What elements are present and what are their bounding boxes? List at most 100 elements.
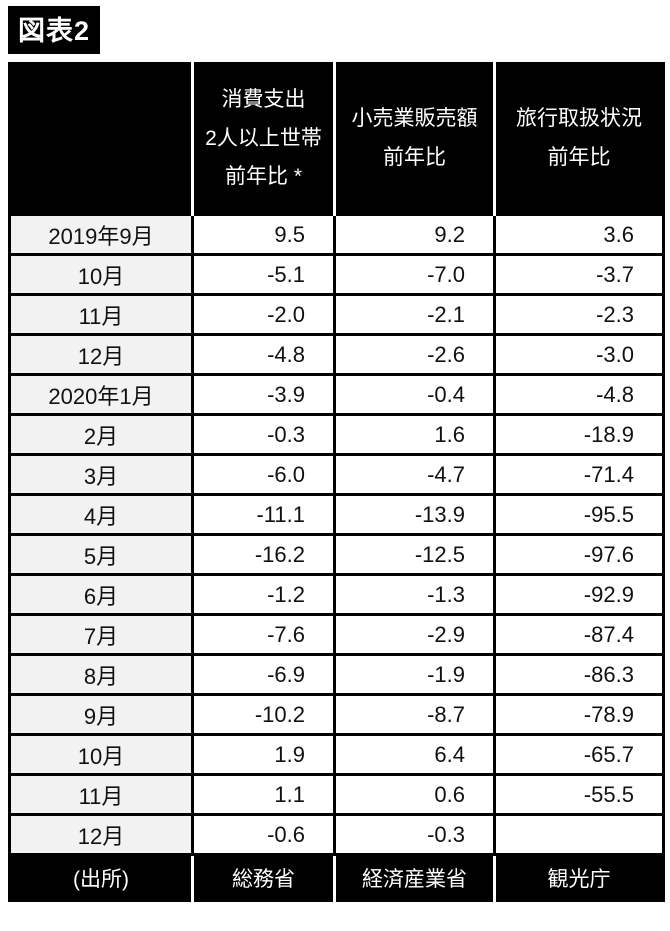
row-value-cell: -2.0 — [191, 293, 336, 336]
row-value-cell: -16.2 — [191, 533, 336, 576]
row-value-cell: -2.3 — [493, 293, 665, 336]
table-row: 4月 -11.1 -13.9 -95.5 — [8, 493, 665, 536]
row-value-cell: 6.4 — [333, 733, 496, 776]
row-value-cell: -6.9 — [191, 653, 336, 696]
table-row: 10月 -5.1 -7.0 -3.7 — [8, 253, 665, 296]
row-value-cell: -2.1 — [333, 293, 496, 336]
row-value-cell: -8.7 — [333, 693, 496, 736]
table-header: 消費支出 2人以上世帯 前年比 * 小売業販売額 前年比 旅行取扱状況 前年比 — [9, 63, 664, 215]
source-label-cell: (出所) — [9, 854, 193, 901]
row-date-cell: 2019年9月 — [8, 213, 194, 256]
row-value-cell: -3.9 — [191, 373, 336, 416]
row-value-cell: -13.9 — [333, 493, 496, 536]
header-cell-retail: 小売業販売額 前年比 — [333, 63, 495, 215]
row-value-cell: 1.6 — [333, 413, 496, 456]
header-line: 2人以上世帯 — [205, 126, 322, 150]
row-value-cell: -95.5 — [493, 493, 665, 536]
row-value-cell: -4.8 — [493, 373, 665, 416]
row-value-cell: -1.9 — [333, 653, 496, 696]
row-value-cell: -92.9 — [493, 573, 665, 616]
row-value-cell: 0.6 — [333, 773, 496, 816]
source-cell: 経済産業省 — [333, 854, 495, 901]
row-value-cell: -7.6 — [191, 613, 336, 656]
row-value-cell: -71.4 — [493, 453, 665, 496]
table-row: 5月 -16.2 -12.5 -97.6 — [8, 533, 665, 576]
table-row: 6月 -1.2 -1.3 -92.9 — [8, 573, 665, 616]
row-value-cell: 9.5 — [191, 213, 336, 256]
row-date-cell: 6月 — [8, 573, 194, 616]
row-value-cell: -1.2 — [191, 573, 336, 616]
header-line: 消費支出 — [221, 87, 306, 111]
row-value-cell: -0.3 — [333, 813, 496, 856]
row-date-cell: 9月 — [8, 693, 194, 736]
row-value-cell: -55.5 — [493, 773, 665, 816]
header-line: 小売業販売額 — [351, 107, 478, 131]
row-date-cell: 11月 — [8, 773, 194, 816]
row-value-cell — [493, 813, 665, 856]
table-row: 7月 -7.6 -2.9 -87.4 — [8, 613, 665, 656]
row-value-cell: -11.1 — [191, 493, 336, 536]
header-line: 前年比 * — [224, 165, 302, 189]
row-value-cell: -78.9 — [493, 693, 665, 736]
table-body: 2019年9月 9.5 9.2 3.6 10月 -5.1 -7.0 -3.7 11月 -2.0 -2… — [8, 213, 665, 856]
figure-title: 図表2 — [8, 6, 101, 54]
row-value-cell: -2.6 — [333, 333, 496, 376]
table-row: 3月 -6.0 -4.7 -71.4 — [8, 453, 665, 496]
row-value-cell: -18.9 — [493, 413, 665, 456]
table-row: 10月 1.9 6.4 -65.7 — [8, 733, 665, 776]
source-cell: 総務省 — [191, 854, 335, 901]
row-value-cell: -7.0 — [333, 253, 496, 296]
row-date-cell: 3月 — [8, 453, 194, 496]
row-value-cell: -3.7 — [493, 253, 665, 296]
row-value-cell: -0.4 — [333, 373, 496, 416]
row-value-cell: -87.4 — [493, 613, 665, 656]
row-date-cell: 2020年1月 — [8, 373, 194, 416]
row-value-cell: -4.7 — [333, 453, 496, 496]
row-value-cell: 3.6 — [493, 213, 665, 256]
row-date-cell: 12月 — [8, 333, 194, 376]
table-footer: (出所) 総務省 経済産業省 観光庁 — [9, 854, 664, 901]
figure-table: 消費支出 2人以上世帯 前年比 * 小売業販売額 前年比 旅行取扱状況 前年比 … — [8, 62, 665, 902]
row-date-cell: 2月 — [8, 413, 194, 456]
row-value-cell: 1.9 — [191, 733, 336, 776]
table-row: 11月 -2.0 -2.1 -2.3 — [8, 293, 665, 336]
row-value-cell: -5.1 — [191, 253, 336, 296]
row-date-cell: 12月 — [8, 813, 194, 856]
row-value-cell: -86.3 — [493, 653, 665, 696]
table-row: 12月 -4.8 -2.6 -3.0 — [8, 333, 665, 376]
row-date-cell: 5月 — [8, 533, 194, 576]
header-cell-travel: 旅行取扱状況 前年比 — [493, 63, 664, 215]
row-value-cell: -12.5 — [333, 533, 496, 576]
row-value-cell: -65.7 — [493, 733, 665, 776]
row-date-cell: 8月 — [8, 653, 194, 696]
row-value-cell: -0.6 — [191, 813, 336, 856]
row-value-cell: -0.3 — [191, 413, 336, 456]
table-row: 8月 -6.9 -1.9 -86.3 — [8, 653, 665, 696]
table-row: 2020年1月 -3.9 -0.4 -4.8 — [8, 373, 665, 416]
row-value-cell: -4.8 — [191, 333, 336, 376]
header-cell-empty — [9, 63, 193, 215]
row-value-cell: -10.2 — [191, 693, 336, 736]
table-row: 2月 -0.3 1.6 -18.9 — [8, 413, 665, 456]
header-line: 前年比 — [383, 146, 446, 169]
row-date-cell: 4月 — [8, 493, 194, 536]
row-date-cell: 10月 — [8, 253, 194, 296]
table-row: 11月 1.1 0.6 -55.5 — [8, 773, 665, 816]
row-value-cell: -2.9 — [333, 613, 496, 656]
row-value-cell: -6.0 — [191, 453, 336, 496]
row-value-cell: 1.1 — [191, 773, 336, 816]
table-row: 9月 -10.2 -8.7 -78.9 — [8, 693, 665, 736]
header-line: 前年比 — [547, 146, 611, 169]
row-value-cell: -1.3 — [333, 573, 496, 616]
source-cell: 観光庁 — [493, 854, 664, 901]
row-value-cell: -97.6 — [493, 533, 665, 576]
row-value-cell: 9.2 — [333, 213, 496, 256]
header-line: 旅行取扱状況 — [516, 107, 642, 131]
row-date-cell: 10月 — [8, 733, 194, 776]
row-date-cell: 11月 — [8, 293, 194, 336]
table-row: 2019年9月 9.5 9.2 3.6 — [8, 213, 665, 256]
row-value-cell: -3.0 — [493, 333, 665, 376]
table-row: 12月 -0.6 -0.3 — [8, 813, 665, 856]
row-date-cell: 7月 — [8, 613, 194, 656]
header-cell-consumption: 消費支出 2人以上世帯 前年比 * — [191, 63, 335, 215]
